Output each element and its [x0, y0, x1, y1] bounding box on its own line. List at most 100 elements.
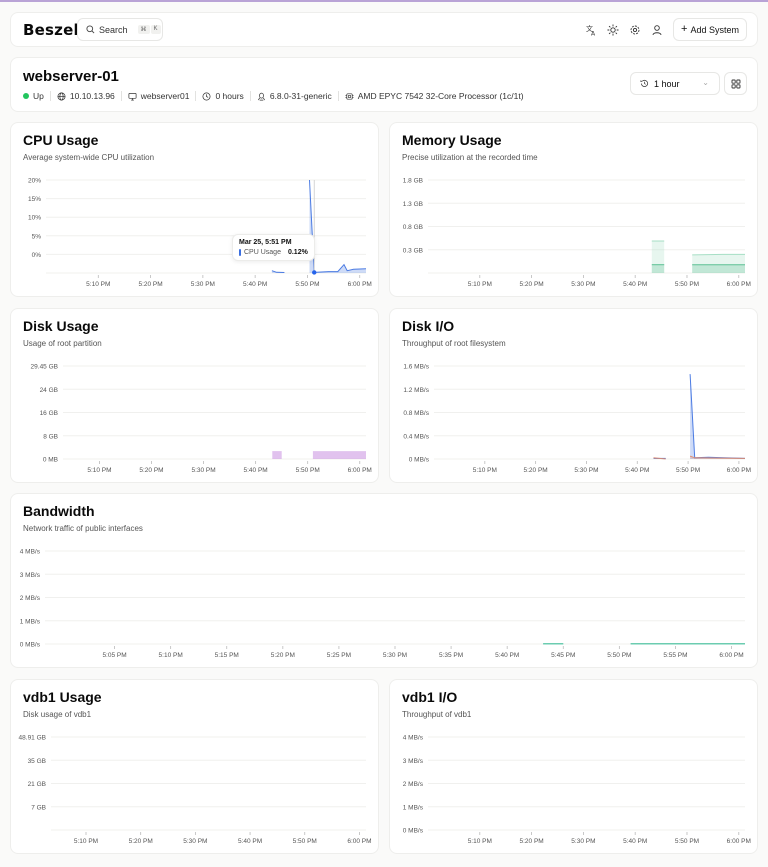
- memory-chart-plot[interactable]: 1.8 GB 1.3 GB 0.8 GB 0.3 GB 5:10 PM 5:20 PM 5:…: [390, 123, 759, 298]
- chart-title: Memory Usage: [402, 132, 502, 148]
- svg-text:5:50 PM: 5:50 PM: [675, 838, 699, 845]
- disk-io-chart: Disk I/O Throughput of root filesystem 1…: [389, 308, 758, 483]
- svg-text:5:30 PM: 5:30 PM: [183, 838, 207, 845]
- svg-text:6:00 PM: 6:00 PM: [348, 467, 372, 474]
- time-range-select[interactable]: 1 hour ⌄: [630, 72, 720, 95]
- theme-toggle-button[interactable]: [605, 22, 621, 38]
- svg-text:0 MB/s: 0 MB/s: [20, 642, 41, 649]
- svg-text:5:30 PM: 5:30 PM: [191, 467, 215, 474]
- svg-text:5:55 PM: 5:55 PM: [663, 652, 687, 659]
- vdb1-io-chart-plot[interactable]: 4 MB/s 3 MB/s 2 MB/s 1 MB/s 0 MB/s 5:10 PM 5:2…: [390, 680, 759, 855]
- globe-icon: [57, 92, 66, 100]
- disk-io-chart-plot[interactable]: 1.6 MB/s 1.2 MB/s 0.8 MB/s 0.4 MB/s 0 MB/s 5:…: [390, 309, 759, 484]
- svg-text:4 MB/s: 4 MB/s: [403, 735, 424, 742]
- divider: [249, 91, 251, 101]
- settings-button[interactable]: [627, 22, 643, 38]
- status-dot-icon: [23, 93, 29, 99]
- cpu-model: AMD EPYC 7542 32-Core Processor (1c/1t): [345, 91, 524, 101]
- kernel-text: 6.8.0-31-generic: [269, 91, 332, 101]
- system-name: webserver-01: [23, 68, 119, 85]
- svg-text:5:50 PM: 5:50 PM: [676, 467, 700, 474]
- svg-text:16 GB: 16 GB: [40, 410, 58, 417]
- logo[interactable]: Beszel: [23, 21, 79, 39]
- svg-text:5:45 PM: 5:45 PM: [551, 652, 575, 659]
- layout-toggle-button[interactable]: [724, 72, 747, 95]
- svg-text:0 MB/s: 0 MB/s: [403, 828, 424, 835]
- search-label: Search: [99, 24, 128, 35]
- shortcut-key-k: K: [150, 25, 161, 34]
- user-menu-button[interactable]: [649, 22, 665, 38]
- svg-text:48.91 GB: 48.91 GB: [19, 735, 46, 742]
- chart-subtitle: Usage of root partition: [23, 339, 102, 348]
- svg-text:1.2 MB/s: 1.2 MB/s: [403, 387, 429, 394]
- svg-text:6:00 PM: 6:00 PM: [719, 652, 743, 659]
- svg-text:5:50 PM: 5:50 PM: [295, 281, 319, 288]
- ip-address: 10.10.13.96: [57, 91, 115, 101]
- cpu-chart-plot[interactable]: 20% 15% 10% 5% 0% 5:10 PM 5:20 PM 5:30 PM 5:40 P…: [11, 123, 380, 298]
- chart-subtitle: Precise utilization at the recorded time: [402, 153, 538, 162]
- clock-icon: [202, 92, 211, 100]
- svg-text:5:40 PM: 5:40 PM: [623, 838, 647, 845]
- svg-text:10%: 10%: [28, 215, 41, 222]
- svg-text:0%: 0%: [32, 252, 42, 259]
- divider: [49, 91, 51, 101]
- chart-subtitle: Throughput of vdb1: [402, 710, 472, 719]
- tooltip-value: 0.12%: [287, 249, 308, 256]
- svg-text:3 MB/s: 3 MB/s: [403, 758, 424, 765]
- svg-text:6:00 PM: 6:00 PM: [727, 838, 751, 845]
- svg-text:5%: 5%: [32, 233, 42, 240]
- disk-usage-chart: Disk Usage Usage of root partition 29.45…: [10, 308, 379, 483]
- svg-text:5:20 PM: 5:20 PM: [519, 838, 543, 845]
- search-button[interactable]: Search ⌘ K: [77, 18, 163, 41]
- svg-text:8 GB: 8 GB: [43, 433, 58, 440]
- vdb1-usage-chart: vdb1 Usage Disk usage of vdb1 48.91 GB 35…: [10, 679, 379, 854]
- chart-subtitle: Disk usage of vdb1: [23, 710, 92, 719]
- vdb1-usage-chart-plot[interactable]: 48.91 GB 35 GB 21 GB 7 GB 5:10 PM 5:20 PM 5:30…: [11, 680, 380, 855]
- bandwidth-chart: Bandwidth Network traffic of public inte…: [10, 493, 758, 668]
- hostname: webserver01: [128, 91, 189, 101]
- chart-title: Bandwidth: [23, 503, 95, 519]
- svg-text:5:20 PM: 5:20 PM: [271, 652, 295, 659]
- svg-text:5:40 PM: 5:40 PM: [238, 838, 262, 845]
- svg-text:20%: 20%: [28, 178, 41, 185]
- svg-text:6:00 PM: 6:00 PM: [727, 467, 751, 474]
- status-badge: Up: [23, 91, 44, 101]
- chart-title: Disk Usage: [23, 318, 99, 334]
- chart-title: vdb1 Usage: [23, 689, 102, 705]
- svg-text:5:25 PM: 5:25 PM: [327, 652, 351, 659]
- add-system-button[interactable]: + Add System: [673, 18, 747, 41]
- svg-text:5:40 PM: 5:40 PM: [495, 652, 519, 659]
- svg-text:0.8 MB/s: 0.8 MB/s: [403, 410, 429, 417]
- svg-text:5:20 PM: 5:20 PM: [524, 467, 548, 474]
- svg-text:1 MB/s: 1 MB/s: [20, 618, 41, 625]
- svg-text:A: A: [591, 31, 596, 37]
- svg-text:5:40 PM: 5:40 PM: [625, 467, 649, 474]
- svg-text:5:20 PM: 5:20 PM: [129, 838, 153, 845]
- svg-text:15%: 15%: [28, 196, 41, 203]
- svg-text:1.6 MB/s: 1.6 MB/s: [403, 364, 429, 371]
- svg-text:5:10 PM: 5:10 PM: [74, 838, 98, 845]
- history-icon: [640, 79, 648, 87]
- svg-text:5:20 PM: 5:20 PM: [519, 281, 543, 288]
- svg-text:5:40 PM: 5:40 PM: [244, 467, 268, 474]
- divider: [337, 91, 339, 101]
- uptime: 0 hours: [202, 91, 244, 101]
- memory-usage-chart: Memory Usage Precise utilization at the …: [389, 122, 758, 297]
- plus-icon: +: [681, 23, 688, 35]
- time-range-value: 1 hour: [654, 78, 680, 89]
- series-swatch-icon: [239, 249, 241, 256]
- chart-tooltip: Mar 25, 5:51 PM CPU Usage 0.12%: [232, 234, 315, 261]
- disk-chart-plot[interactable]: 29.45 GB 24 GB 16 GB 8 GB 0 MB 5:10 PM 5:20 PM…: [11, 309, 380, 484]
- svg-text:3 MB/s: 3 MB/s: [20, 572, 41, 579]
- cpu-text: AMD EPYC 7542 32-Core Processor (1c/1t): [357, 91, 524, 101]
- bandwidth-chart-plot[interactable]: 4 MB/s 3 MB/s 2 MB/s 1 MB/s 0 MB/s 5:05 PM 5:1…: [11, 494, 759, 669]
- ip-text: 10.10.13.96: [69, 91, 115, 101]
- tooltip-row: CPU Usage 0.12%: [239, 249, 308, 256]
- linux-icon: [257, 92, 265, 100]
- chart-title: vdb1 I/O: [402, 689, 458, 705]
- svg-text:5:20 PM: 5:20 PM: [139, 467, 163, 474]
- svg-text:5:50 PM: 5:50 PM: [607, 652, 631, 659]
- svg-text:2 MB/s: 2 MB/s: [20, 595, 41, 602]
- add-system-label: Add System: [690, 24, 739, 35]
